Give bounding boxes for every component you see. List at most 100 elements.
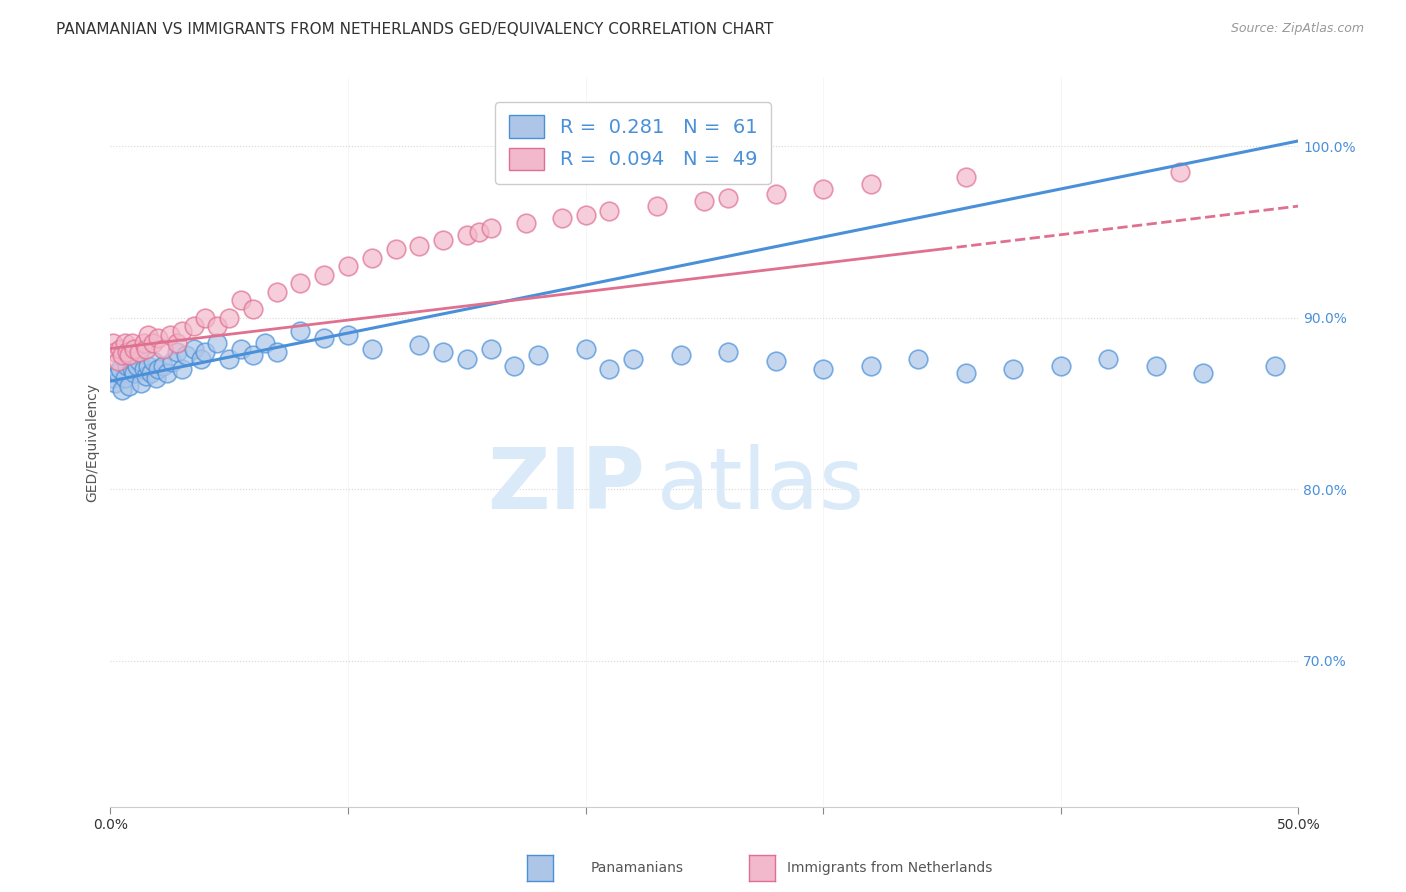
Point [859, 177, 882, 191]
Point [1049, 359, 1071, 373]
Point [598, 362, 620, 376]
Point [170, 324, 193, 338]
Point [115, 345, 138, 359]
Point [125, 359, 148, 373]
Point [194, 310, 217, 325]
Point [360, 251, 382, 265]
Point [183, 319, 205, 334]
Point [669, 348, 692, 362]
Point [384, 242, 406, 256]
Point [146, 362, 169, 376]
Point [176, 348, 198, 362]
Point [138, 327, 160, 342]
Point [290, 277, 312, 291]
Point [166, 336, 188, 351]
Text: Immigrants from Netherlands: Immigrants from Netherlands [787, 862, 993, 875]
Point [108, 342, 131, 356]
Point [456, 351, 478, 366]
Point [139, 366, 162, 380]
Point [166, 345, 188, 359]
Point [152, 342, 174, 356]
Text: PANAMANIAN VS IMMIGRANTS FROM NETHERLANDS GED/EQUIVALENCY CORRELATION CHART: PANAMANIAN VS IMMIGRANTS FROM NETHERLAND… [56, 22, 773, 37]
Point [551, 211, 574, 226]
Point [574, 342, 596, 356]
Point [101, 336, 124, 351]
Point [104, 345, 127, 359]
Point [159, 327, 181, 342]
Point [1002, 362, 1025, 376]
Point [145, 370, 167, 384]
Point [107, 366, 129, 380]
Point [121, 362, 143, 376]
Point [115, 359, 138, 373]
Point [190, 351, 212, 366]
Point [111, 348, 134, 362]
Point [104, 376, 127, 390]
Point [121, 336, 143, 351]
Point [598, 204, 620, 219]
Point [229, 342, 252, 356]
Point [138, 359, 160, 373]
Point [1192, 366, 1215, 380]
Text: atlas: atlas [657, 444, 865, 527]
Point [142, 353, 165, 368]
Point [118, 379, 141, 393]
Point [811, 362, 834, 376]
Y-axis label: GED/Equivalency: GED/Equivalency [86, 383, 100, 501]
Point [859, 359, 882, 373]
Point [337, 327, 360, 342]
Point [1168, 165, 1191, 179]
Point [1097, 351, 1119, 366]
Point [135, 368, 157, 383]
Point [122, 342, 145, 356]
Point [621, 351, 644, 366]
Point [645, 199, 668, 213]
Point [218, 351, 240, 366]
Point [266, 345, 288, 359]
Point [574, 208, 596, 222]
Point [194, 345, 217, 359]
Point [1264, 359, 1286, 373]
Point [183, 342, 205, 356]
Point [135, 342, 157, 356]
Point [955, 366, 977, 380]
Text: ZIP: ZIP [488, 444, 645, 527]
Point [142, 336, 165, 351]
Point [479, 221, 502, 235]
Point [132, 362, 155, 376]
Point [479, 342, 502, 356]
Point [955, 169, 977, 184]
Point [408, 338, 430, 352]
Point [290, 324, 312, 338]
Point [467, 225, 489, 239]
Point [527, 348, 550, 362]
Point [253, 336, 276, 351]
Legend: R =  0.281   N =  61, R =  0.094   N =  49: R = 0.281 N = 61, R = 0.094 N = 49 [495, 102, 770, 184]
Point [128, 353, 150, 368]
Point [717, 190, 740, 204]
Point [314, 268, 336, 282]
Point [266, 285, 288, 299]
Point [122, 366, 145, 380]
Point [456, 228, 478, 243]
Point [111, 383, 134, 397]
Point [337, 259, 360, 273]
Point [128, 345, 150, 359]
Point [107, 353, 129, 368]
Point [811, 182, 834, 196]
Point [152, 359, 174, 373]
Point [129, 376, 152, 390]
Point [765, 353, 787, 368]
Point [515, 216, 537, 230]
Point [503, 359, 526, 373]
Point [314, 331, 336, 345]
Point [160, 355, 183, 369]
Point [132, 336, 155, 351]
Point [432, 345, 454, 359]
Point [146, 331, 169, 345]
Point [118, 348, 141, 362]
Point [432, 234, 454, 248]
Point [907, 351, 929, 366]
Point [693, 194, 716, 208]
Point [156, 366, 179, 380]
